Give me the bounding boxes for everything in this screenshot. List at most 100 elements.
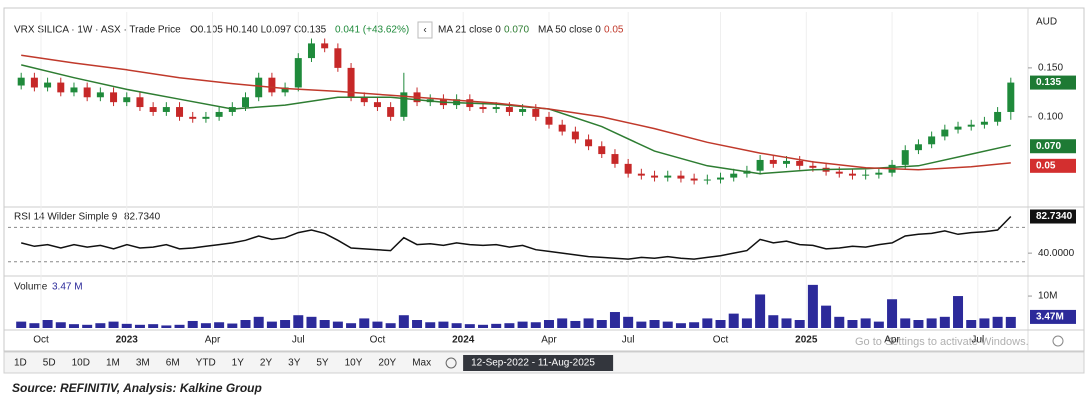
volume-bar: [939, 316, 950, 328]
date-range[interactable]: 12-Sep-2022 - 11-Aug-2025: [471, 358, 595, 369]
y-tick-label: 0.150: [1038, 63, 1063, 74]
range-button[interactable]: 3Y: [288, 358, 301, 369]
volume-bar: [29, 323, 40, 328]
x-tick-label: Oct: [33, 335, 49, 346]
candle-body: [796, 160, 804, 166]
volume-bar: [187, 320, 198, 328]
chart-frame: [3, 7, 1085, 352]
source-note: Source: REFINITIV, Analysis: Kalkine Gro…: [12, 381, 262, 395]
volume-bar: [16, 321, 27, 328]
candle-body: [637, 173, 645, 176]
volume-bar: [966, 320, 977, 328]
volume-bar: [412, 320, 423, 328]
volume-bar: [768, 315, 779, 328]
rsi-line: [21, 215, 1012, 260]
x-tick-label: Apr: [541, 335, 557, 346]
volume-bar: [332, 321, 343, 328]
volume-bar: [596, 320, 607, 328]
candle-body: [268, 77, 276, 93]
volume-bar: [557, 318, 568, 328]
candle-body: [809, 165, 817, 168]
candle-body: [532, 109, 540, 117]
range-button[interactable]: 10D: [72, 358, 90, 369]
candle-body: [611, 154, 619, 164]
candle-body: [110, 92, 118, 103]
volume-bar: [504, 323, 515, 328]
settings-icon[interactable]: [1052, 335, 1064, 347]
change-label: 0.041 (+43.62%): [335, 25, 409, 36]
range-button[interactable]: 1M: [106, 358, 120, 369]
volume-bar: [873, 321, 884, 328]
collapse-icon[interactable]: ‹: [423, 25, 426, 36]
volume-bar: [741, 318, 752, 328]
volume-bar: [609, 312, 620, 328]
range-button[interactable]: 5D: [43, 358, 56, 369]
candle-body: [928, 136, 936, 145]
volume-bar: [543, 320, 554, 328]
volume-bar: [385, 323, 396, 328]
volume-bar: [372, 321, 383, 328]
candle-body: [624, 163, 632, 174]
candle-body: [914, 144, 922, 151]
range-button[interactable]: 20Y: [378, 358, 396, 369]
candle-body: [848, 173, 856, 176]
range-button[interactable]: Max: [412, 358, 431, 369]
candle-body: [756, 159, 764, 171]
candle-body: [677, 175, 685, 179]
volume-bar: [280, 320, 291, 328]
candle-body: [17, 77, 25, 86]
volume-bar: [82, 324, 93, 328]
legend-name: MA 50 close 0: [538, 25, 601, 36]
volume-badge-bg: [1030, 309, 1076, 324]
candle-body: [717, 177, 725, 180]
volume-bar: [530, 322, 541, 328]
range-button[interactable]: 1Y: [232, 358, 245, 369]
volume-bar: [42, 320, 53, 328]
candle-body: [901, 150, 909, 165]
date-range-box[interactable]: [463, 355, 614, 371]
x-tick-label: 2023: [116, 335, 139, 346]
candle-body: [149, 107, 157, 112]
rsi-title: RSI 14 Wilder Simple 9: [14, 212, 118, 223]
volume-bar: [227, 323, 238, 328]
volume-bar: [359, 318, 370, 328]
price-badge-bg: [1030, 158, 1076, 173]
candle-body: [136, 97, 144, 108]
price-badge: 0.135: [1036, 77, 1061, 88]
range-button[interactable]: 3M: [136, 358, 150, 369]
candle-body: [387, 107, 395, 117]
candle-body: [994, 111, 1002, 122]
volume-bar: [675, 323, 686, 328]
volume-bar: [253, 316, 264, 328]
candle-body: [980, 121, 988, 125]
candle-body: [70, 87, 78, 93]
candle-body: [598, 146, 606, 155]
range-button[interactable]: 10Y: [345, 358, 363, 369]
calendar-toggle[interactable]: [445, 357, 457, 369]
range-button[interactable]: 6M: [166, 358, 180, 369]
range-button[interactable]: 5Y: [316, 358, 329, 369]
candle-body: [782, 160, 790, 164]
candle-body: [294, 58, 302, 88]
range-button[interactable]: YTD: [196, 358, 216, 369]
rsi-badge: 82.7340: [1036, 211, 1073, 222]
legend-value: 0.05: [604, 25, 624, 36]
chart-title: VRX SILICA · 1W · ASX · Trade Price: [14, 25, 181, 36]
candle-body: [862, 174, 870, 176]
range-button[interactable]: 1D: [14, 358, 27, 369]
volume-bar: [913, 320, 924, 328]
volume-bar: [1005, 316, 1016, 328]
ma-line: [21, 54, 1011, 171]
range-button[interactable]: 2Y: [260, 358, 273, 369]
volume-bar: [702, 318, 713, 328]
volume-bar: [438, 321, 449, 328]
candle-body: [347, 67, 355, 98]
collapse-button[interactable]: [417, 21, 433, 39]
volume-bar: [266, 321, 277, 328]
x-tick-label: Oct: [713, 335, 729, 346]
volume-bar: [108, 321, 119, 328]
price-badge: 0.05: [1036, 160, 1056, 171]
volume-bar: [728, 313, 739, 328]
candle-body: [571, 131, 579, 140]
